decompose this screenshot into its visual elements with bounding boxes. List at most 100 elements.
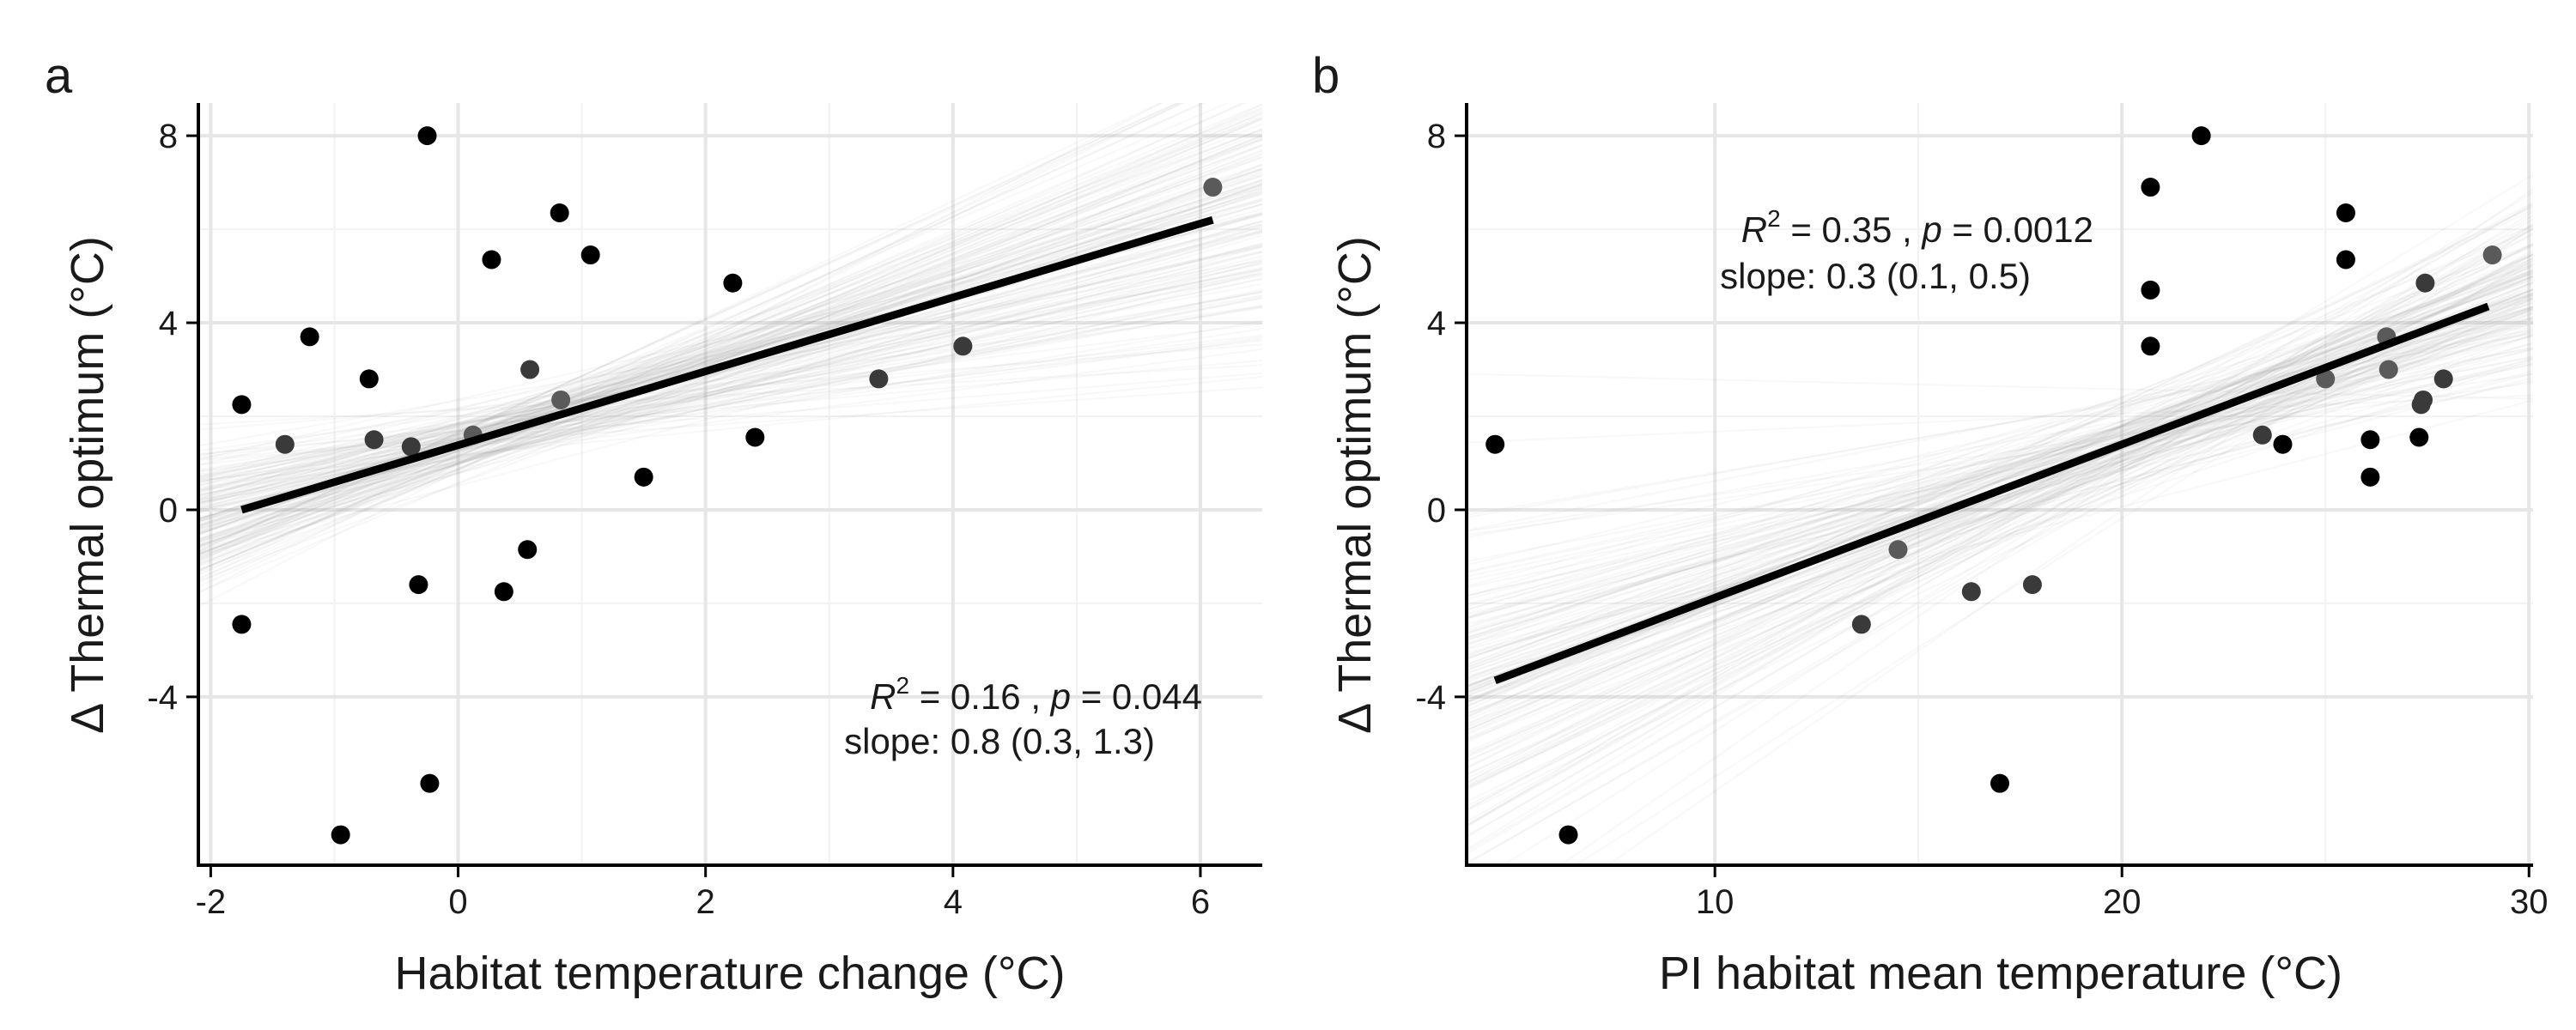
bootstrap-line [1467,296,2533,707]
bootstrap-line [1467,306,2533,639]
bootstrap-line [1467,270,2533,618]
bootstrap-line [198,173,1262,541]
x-tick-label: 0 [448,883,467,921]
bootstrap-line [198,250,1262,530]
bootstrap-line [1467,206,2533,726]
bootstrap-line [1467,356,2533,686]
bootstrap-line [1467,275,2533,688]
bootstrap-line [1467,224,2533,837]
panel-a: a -2 0 2 4 6 -4 0 4 8 Habitat temperature chang… [45,48,1262,999]
bootstrap-line [198,136,1262,543]
data-point [2414,390,2433,409]
bootstrap-line [1467,319,2533,620]
y-tick-label: 8 [1427,118,1446,155]
data-point [359,369,379,389]
bootstrap-line [1467,233,2533,788]
bootstrap-line [1467,264,2533,645]
data-point [2022,575,2042,595]
bootstrap-line [198,168,1262,524]
bootstrap-line [198,117,1262,533]
bootstrap-line [198,203,1262,500]
panel-a-bootstrap-lines [198,103,1262,608]
x-tick-label: -2 [196,883,227,921]
bootstrap-line [198,103,1248,560]
panel-a-y-axis-title: Δ Thermal optimum (°C) [62,236,113,734]
bootstrap-line [198,191,1262,558]
data-point [1851,615,1871,634]
bootstrap-line [1467,300,2533,788]
bootstrap-line [1467,251,2533,790]
bootstrap-line [1467,363,2533,582]
x-tick-label: 2 [696,883,715,921]
bootstrap-line [198,110,1262,562]
bootstrap-line [1467,270,2533,691]
panel-b-r2-annotation: R2 = 0.35 , p = 0.0012 [1741,205,2093,250]
bootstrap-line [198,343,1262,431]
bootstrap-line [198,137,1262,560]
bootstrap-line [198,144,1262,543]
data-point [2336,250,2355,270]
bootstrap-line [1467,253,2533,769]
data-point [275,434,295,454]
panel-b-x-axis-title: PI habitat mean temperature (°C) [1659,948,2342,999]
bootstrap-line [198,163,1262,574]
bootstrap-line [1467,273,2533,669]
data-point [745,427,765,447]
bootstrap-line [1467,271,2533,672]
bootstrap-line [198,156,1262,547]
data-point [2415,273,2435,293]
bootstrap-line [1467,312,2533,755]
bootstrap-line [1467,275,2533,669]
bootstrap-line [198,245,1262,492]
bootstrap-line [1467,356,2533,562]
bootstrap-line [1467,347,2533,538]
data-point [364,430,384,450]
bootstrap-line [198,288,1262,519]
bootstrap-line [1467,315,2533,694]
data-point [2273,434,2293,454]
bootstrap-line [1467,288,2533,721]
data-point [551,390,571,409]
bootstrap-line [198,112,1262,556]
data-point [409,575,428,595]
data-point [869,369,889,389]
bootstrap-line [1467,379,2533,615]
y-tick-label: 4 [1427,305,1446,342]
bootstrap-line [1467,329,2533,633]
bootstrap-line [198,197,1262,506]
bootstrap-line [1467,224,2533,855]
bootstrap-line [1467,354,2533,578]
bootstrap-line [1467,346,2533,573]
bootstrap-line [1467,292,2533,608]
bootstrap-line [1467,203,2533,811]
bootstrap-line [1467,329,2533,518]
bootstrap-line [1467,233,2533,769]
bootstrap-line [1467,312,2533,725]
bootstrap-line [198,224,1262,542]
bootstrap-line [198,144,1262,593]
data-point [232,615,252,634]
bootstrap-line [198,103,1182,581]
bootstrap-line [1467,332,2533,516]
bootstrap-line [198,179,1262,522]
bootstrap-line [198,267,1262,497]
bootstrap-line [198,290,1262,492]
bootstrap-line [1467,244,2533,763]
data-point [482,250,501,270]
bootstrap-line [1467,283,2533,803]
bootstrap-line [198,184,1262,535]
data-point [2141,280,2160,300]
data-point [1558,825,1578,845]
bootstrap-line [1467,324,2533,702]
data-point [2316,369,2336,389]
bootstrap-line [1467,320,2533,610]
bootstrap-line [1467,316,2533,715]
data-point [2409,427,2429,447]
bootstrap-line [198,128,1262,522]
bootstrap-line [1467,335,2533,573]
bootstrap-line [198,133,1262,579]
bootstrap-line [1558,188,2533,865]
bootstrap-line [1467,298,2533,762]
bootstrap-line [1467,373,2533,532]
panel-b-x-ticks: 10 20 30 [1696,865,2549,921]
